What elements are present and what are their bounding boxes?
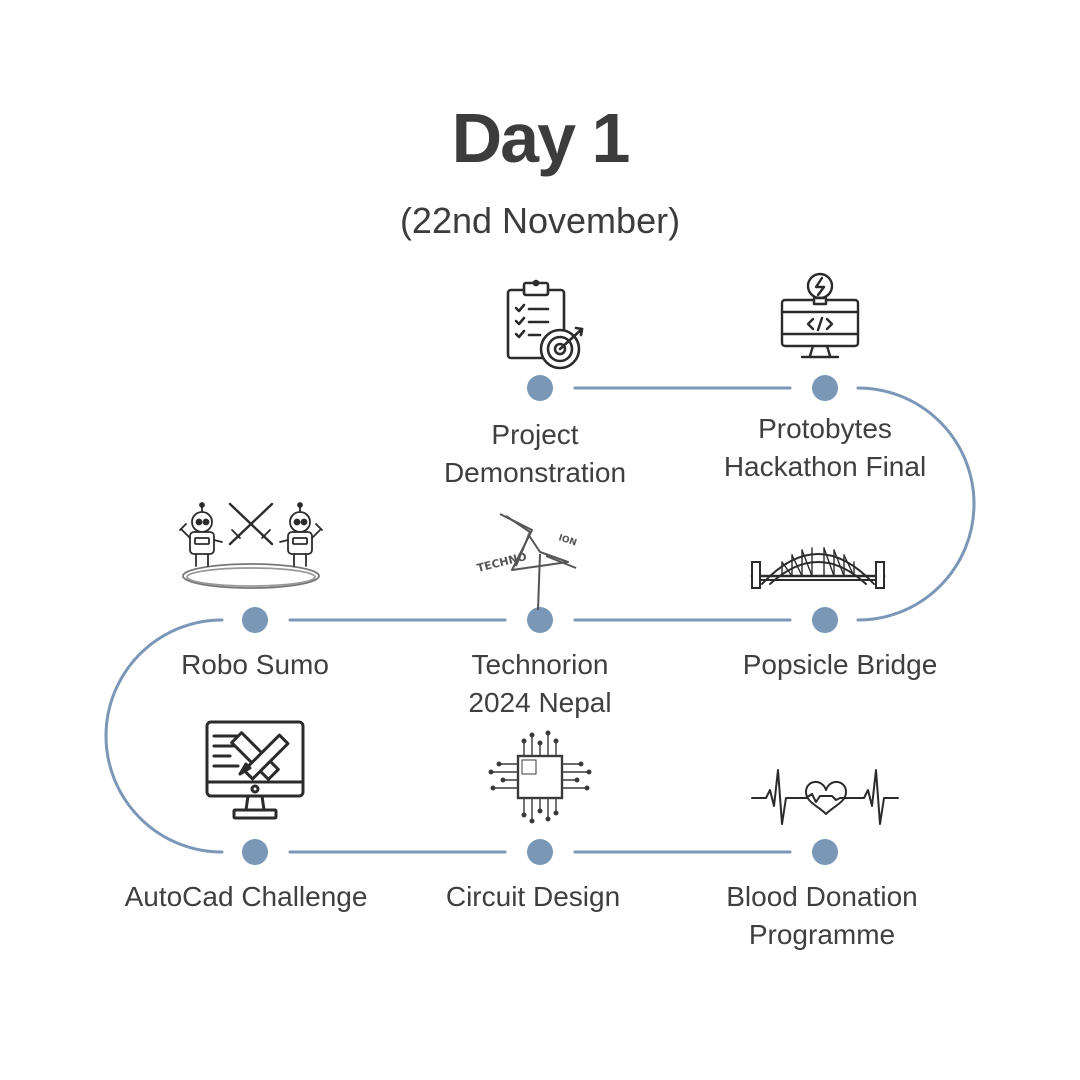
track-curve-left <box>104 618 224 854</box>
timeline-node <box>527 839 553 865</box>
technorion-logo-text: TECHNO <box>476 550 528 575</box>
event-label-protobytes-hackathon: Protobytes Hackathon Final <box>723 413 927 482</box>
event-label-blood-donation: Blood Donation Programme <box>726 881 918 950</box>
event-label-project-demonstration: Project Demonstration <box>443 419 627 488</box>
heartbeat-icon <box>751 769 899 825</box>
timeline-node <box>242 607 268 633</box>
technorion-logo-text-suffix: ION <box>557 533 578 548</box>
checklist-target-icon <box>506 279 584 370</box>
timeline-node <box>527 375 553 401</box>
page-subtitle: (22nd November) <box>399 200 681 241</box>
timeline-node <box>527 607 553 633</box>
page-title: Day 1 <box>451 99 631 177</box>
track-curve-right <box>856 386 976 622</box>
event-label-robo-sumo: Robo Sumo <box>181 649 329 680</box>
timeline-node <box>242 839 268 865</box>
microchip-icon <box>488 730 592 824</box>
event-label-popsicle-bridge: Popsicle Bridge <box>742 649 938 680</box>
monitor-drafting-icon <box>205 720 305 820</box>
event-label-circuit-design: Circuit Design <box>445 881 621 912</box>
timeline-node <box>812 607 838 633</box>
timeline-node <box>812 375 838 401</box>
event-label-autocad-challenge: AutoCad Challenge <box>124 881 368 912</box>
timeline-node <box>812 839 838 865</box>
technorion-logo-icon: TECHNO ION <box>476 513 578 611</box>
lightbulb-monitor-code-icon <box>780 272 860 359</box>
event-label-technorion: Technorion 2024 Nepal <box>468 649 612 718</box>
arch-bridge-icon <box>750 547 886 589</box>
fighting-robots-icon <box>179 502 323 589</box>
